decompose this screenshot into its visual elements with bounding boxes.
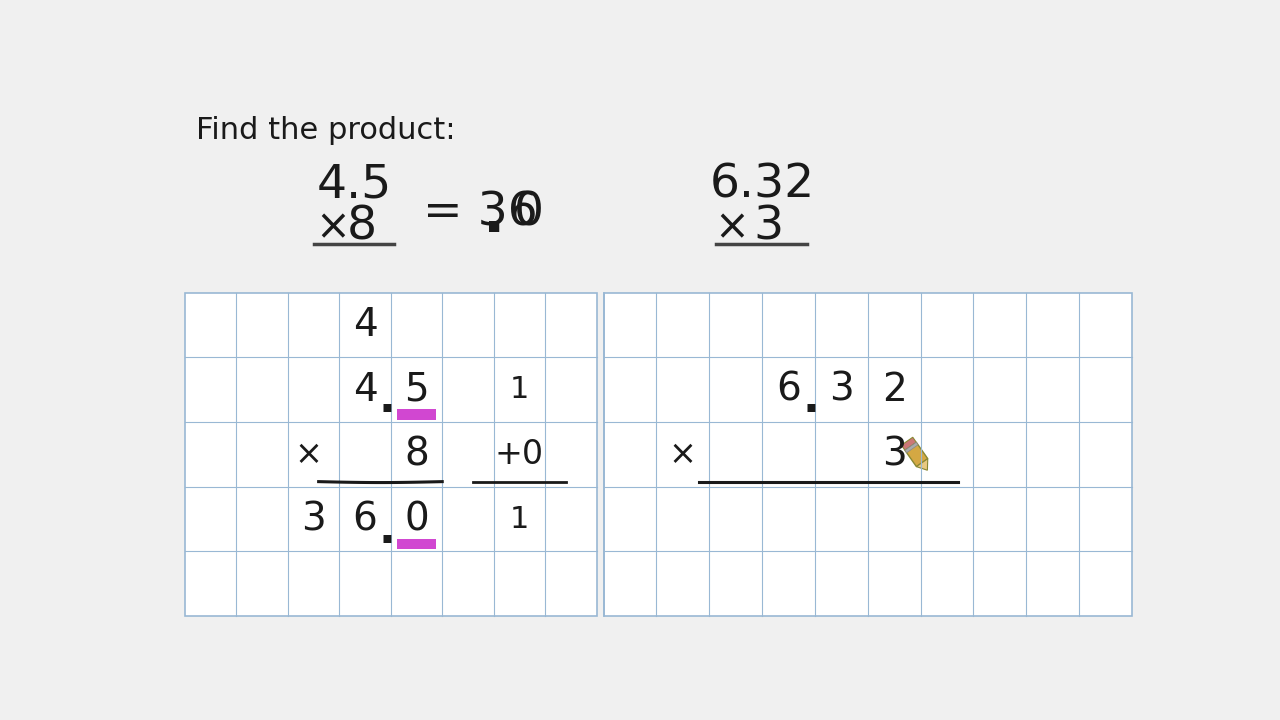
- Polygon shape: [901, 437, 916, 450]
- Bar: [604, 293, 1132, 616]
- Polygon shape: [905, 442, 928, 467]
- Polygon shape: [905, 442, 918, 453]
- Text: ×: ×: [669, 438, 696, 471]
- Text: = 36: = 36: [424, 191, 538, 236]
- Text: Find the product:: Find the product:: [196, 116, 456, 145]
- Polygon shape: [916, 459, 928, 470]
- Text: 0: 0: [404, 500, 429, 538]
- Text: 8: 8: [404, 436, 429, 474]
- Text: 3: 3: [301, 500, 326, 538]
- Text: 1: 1: [509, 375, 529, 404]
- Text: 1: 1: [509, 505, 529, 534]
- Text: 0: 0: [513, 191, 544, 236]
- Text: 6: 6: [352, 500, 378, 538]
- Text: 3: 3: [829, 371, 854, 409]
- Text: 5: 5: [404, 371, 429, 409]
- Text: ×: ×: [714, 207, 749, 248]
- Text: 3: 3: [754, 204, 783, 250]
- Text: 2: 2: [882, 371, 906, 409]
- Bar: [184, 293, 596, 616]
- Text: +0: +0: [495, 438, 544, 471]
- Text: 6: 6: [776, 371, 801, 409]
- Text: .: .: [803, 378, 819, 421]
- Text: ×: ×: [294, 438, 323, 471]
- Text: 4.5: 4.5: [316, 163, 392, 207]
- Text: 8: 8: [347, 204, 376, 250]
- Text: ×: ×: [315, 207, 349, 248]
- Text: .: .: [378, 378, 396, 421]
- Text: 4: 4: [352, 306, 378, 344]
- Text: 6.32: 6.32: [709, 163, 815, 207]
- Bar: [397, 409, 436, 420]
- Text: 3: 3: [882, 436, 906, 474]
- Text: .: .: [378, 509, 396, 552]
- Bar: [397, 539, 436, 549]
- Text: 4: 4: [352, 371, 378, 409]
- Text: .: .: [483, 187, 506, 244]
